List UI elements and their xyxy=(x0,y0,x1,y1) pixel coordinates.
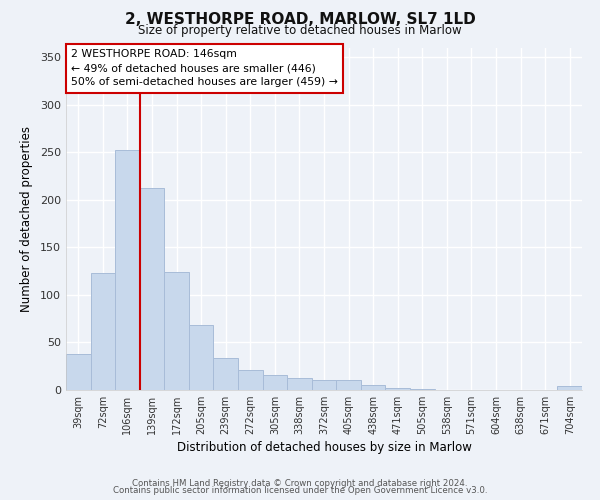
Bar xyxy=(91,273,115,390)
Bar xyxy=(66,354,91,390)
Text: Contains public sector information licensed under the Open Government Licence v3: Contains public sector information licen… xyxy=(113,486,487,495)
Text: Size of property relative to detached houses in Marlow: Size of property relative to detached ho… xyxy=(138,24,462,37)
Text: Contains HM Land Registry data © Crown copyright and database right 2024.: Contains HM Land Registry data © Crown c… xyxy=(132,478,468,488)
Y-axis label: Number of detached properties: Number of detached properties xyxy=(20,126,33,312)
Bar xyxy=(336,380,361,390)
X-axis label: Distribution of detached houses by size in Marlow: Distribution of detached houses by size … xyxy=(176,442,472,454)
Text: 2 WESTHORPE ROAD: 146sqm
← 49% of detached houses are smaller (446)
50% of semi-: 2 WESTHORPE ROAD: 146sqm ← 49% of detach… xyxy=(71,49,338,87)
Bar xyxy=(287,378,312,390)
Bar xyxy=(410,389,434,390)
Bar xyxy=(385,388,410,390)
Bar xyxy=(263,375,287,390)
Bar xyxy=(164,272,189,390)
Bar xyxy=(115,150,140,390)
Bar xyxy=(214,358,238,390)
Bar xyxy=(238,370,263,390)
Bar xyxy=(140,188,164,390)
Bar xyxy=(312,380,336,390)
Text: 2, WESTHORPE ROAD, MARLOW, SL7 1LD: 2, WESTHORPE ROAD, MARLOW, SL7 1LD xyxy=(125,12,475,28)
Bar xyxy=(557,386,582,390)
Bar xyxy=(189,326,214,390)
Bar xyxy=(361,385,385,390)
